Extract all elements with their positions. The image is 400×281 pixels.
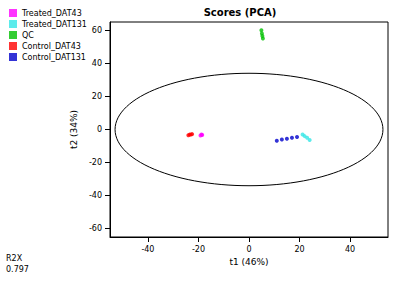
svg-text:0.797: 0.797 (6, 265, 29, 274)
svg-text:Control_DAT43: Control_DAT43 (22, 42, 81, 51)
svg-text:QC: QC (22, 31, 34, 40)
svg-text:-20: -20 (89, 158, 102, 167)
svg-text:20: 20 (294, 245, 304, 254)
svg-text:60: 60 (92, 26, 102, 35)
svg-text:Scores (PCA): Scores (PCA) (204, 7, 277, 18)
svg-text:0: 0 (97, 125, 102, 134)
svg-text:Treated_DAT131: Treated_DAT131 (21, 20, 87, 29)
svg-text:0: 0 (246, 245, 251, 254)
svg-text:-40: -40 (89, 191, 102, 200)
svg-text:t2 (34%): t2 (34%) (69, 110, 79, 149)
svg-text:Treated_DAT43: Treated_DAT43 (21, 9, 82, 18)
svg-text:20: 20 (92, 92, 102, 101)
svg-text:Control_DAT131: Control_DAT131 (22, 53, 86, 62)
svg-text:-40: -40 (141, 245, 154, 254)
svg-text:40: 40 (92, 59, 102, 68)
svg-text:-60: -60 (89, 224, 102, 233)
svg-text:40: 40 (345, 245, 355, 254)
svg-text:t1 (46%): t1 (46%) (229, 257, 268, 267)
svg-text:-20: -20 (192, 245, 205, 254)
svg-text:R2X: R2X (6, 254, 23, 263)
